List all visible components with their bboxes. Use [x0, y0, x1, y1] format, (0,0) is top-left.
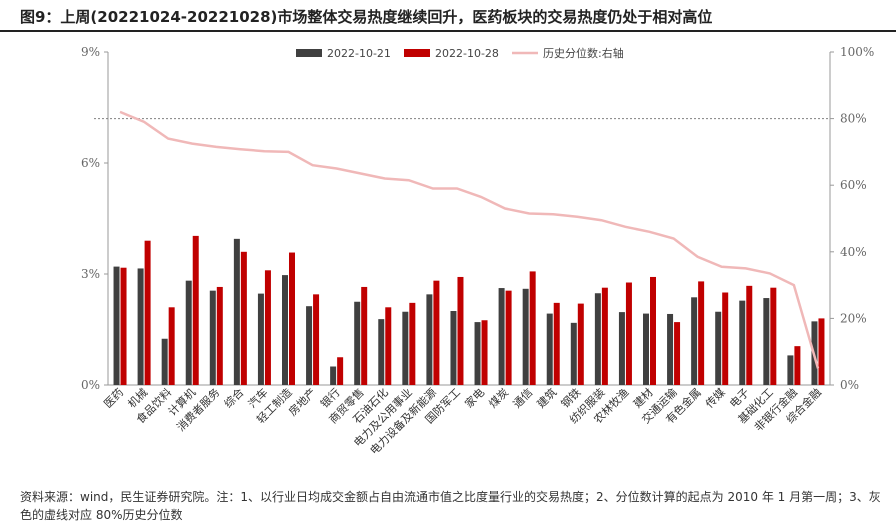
bar-2022-10-21 — [763, 298, 770, 385]
bar-2022-10-28 — [625, 282, 632, 385]
y-right-tick-label: 0% — [840, 378, 859, 392]
bar-2022-10-28 — [674, 322, 681, 385]
bar-2022-10-28 — [313, 294, 320, 385]
bar-2022-10-21 — [137, 268, 144, 385]
bar-2022-10-28 — [770, 287, 777, 385]
bar-2022-10-28 — [120, 267, 127, 385]
bar-2022-10-21 — [354, 301, 361, 385]
x-category-label: 家电 — [462, 385, 487, 410]
y-right-tick-label: 100% — [840, 45, 874, 59]
y-left-tick-label: 0% — [81, 378, 100, 392]
x-category-label: 通信 — [511, 386, 536, 411]
bar-2022-10-28 — [168, 307, 175, 385]
bar-2022-10-21 — [691, 297, 698, 385]
x-category-label: 传媒 — [703, 386, 728, 411]
bar-2022-10-28 — [240, 251, 247, 385]
bar-2022-10-21 — [474, 322, 481, 385]
bar-2022-10-28 — [144, 240, 151, 385]
bar-2022-10-21 — [739, 300, 746, 385]
x-category-label: 建筑 — [534, 385, 559, 410]
bar-2022-10-28 — [289, 252, 295, 385]
bar-2022-10-28 — [553, 302, 560, 385]
bar-2022-10-28 — [433, 280, 440, 385]
legend-label-percentile: 历史分位数:右轴 — [543, 46, 624, 60]
bar-2022-10-21 — [330, 366, 337, 385]
bar-2022-10-21 — [185, 280, 192, 385]
bar-2022-10-21 — [618, 312, 625, 385]
bar-2022-10-28 — [529, 271, 536, 385]
legend-swatch-2022-10-28 — [404, 49, 430, 57]
bar-2022-10-21 — [161, 338, 168, 385]
y-right-tick-label: 20% — [840, 311, 867, 325]
bar-2022-10-28 — [698, 281, 705, 385]
line-historical-percentile — [119, 110, 820, 369]
bar-2022-10-21 — [257, 293, 264, 385]
bar-2022-10-21 — [643, 313, 649, 385]
bar-2022-10-21 — [715, 311, 722, 385]
bar-2022-10-28 — [457, 276, 464, 385]
bar-2022-10-28 — [192, 235, 199, 385]
bar-2022-10-28 — [409, 302, 416, 385]
source-note: 资料来源：wind，民生证券研究院。注：1、以行业日均成交金额占自由流通市值之比… — [20, 490, 881, 522]
x-category-label: 房地产 — [285, 385, 318, 418]
y-right-tick-label: 80% — [840, 112, 867, 126]
bar-2022-10-21 — [570, 322, 577, 385]
bar-2022-10-28 — [264, 270, 271, 385]
bar-2022-10-28 — [722, 292, 729, 385]
bar-2022-10-21 — [306, 306, 313, 385]
legend-swatch-2022-10-21 — [296, 49, 322, 57]
bar-2022-10-21 — [233, 238, 240, 385]
y-left-tick-label: 9% — [81, 45, 100, 59]
bar-2022-10-21 — [787, 355, 794, 385]
bar-2022-10-28 — [481, 320, 488, 385]
x-category-label: 综合 — [221, 385, 246, 410]
bar-2022-10-21 — [546, 313, 553, 385]
bar-2022-10-28 — [505, 290, 512, 385]
y-right-tick-label: 60% — [840, 178, 867, 192]
bar-2022-10-28 — [818, 318, 825, 385]
x-category-label: 煤炭 — [486, 386, 511, 411]
y-right-tick-label: 40% — [840, 245, 867, 259]
bar-2022-10-28 — [216, 286, 223, 385]
bar-2022-10-28 — [577, 303, 584, 385]
bar-2022-10-28 — [746, 285, 753, 385]
bar-2022-10-21 — [282, 275, 288, 385]
bar-2022-10-28 — [794, 346, 801, 385]
bar-2022-10-21 — [426, 294, 433, 385]
bar-2022-10-28 — [601, 287, 608, 385]
legend-label-2022-10-28: 2022-10-28 — [435, 47, 499, 60]
bar-2022-10-21 — [450, 311, 457, 385]
bar-2022-10-21 — [209, 290, 216, 385]
bar-2022-10-21 — [498, 288, 505, 385]
bar-2022-10-21 — [113, 266, 120, 385]
bar-2022-10-28 — [337, 357, 344, 385]
legend-label-2022-10-21: 2022-10-21 — [327, 47, 391, 60]
y-left-tick-label: 6% — [81, 156, 100, 170]
bar-2022-10-21 — [594, 293, 601, 385]
bar-2022-10-28 — [650, 276, 656, 385]
chart-title: 图9：上周(20221024-20221028)市场整体交易热度继续回升，医药板… — [20, 8, 713, 26]
x-category-label: 医药 — [101, 386, 126, 411]
bar-2022-10-28 — [361, 286, 368, 385]
bar-2022-10-21 — [522, 288, 529, 385]
bar-2022-10-21 — [402, 311, 409, 385]
title-divider — [0, 30, 896, 32]
y-left-tick-label: 3% — [81, 267, 100, 281]
bar-2022-10-21 — [378, 319, 385, 385]
bar-2022-10-28 — [385, 307, 392, 385]
bar-2022-10-21 — [667, 313, 674, 385]
